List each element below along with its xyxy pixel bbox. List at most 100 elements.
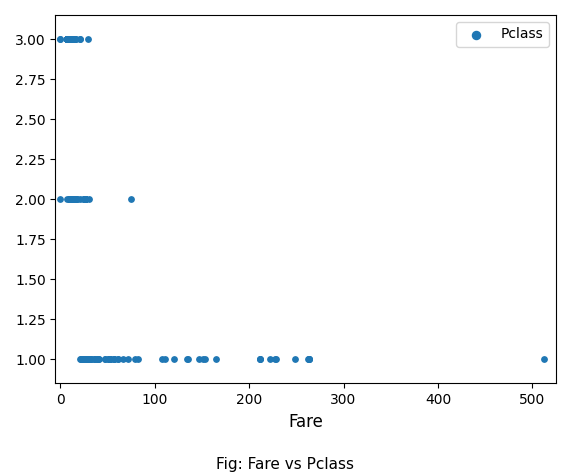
Pclass — [63, 35, 72, 43]
Pclass — [65, 35, 74, 43]
Pclass — [80, 356, 89, 363]
Pclass — [85, 356, 94, 363]
Pclass — [85, 356, 94, 363]
Pclass — [63, 35, 73, 43]
Pclass — [81, 356, 90, 363]
Pclass — [63, 35, 72, 43]
Pclass — [80, 195, 89, 203]
Pclass — [80, 195, 89, 203]
Pclass — [109, 356, 118, 363]
Pclass — [63, 35, 73, 43]
Pclass — [66, 195, 75, 203]
Pclass — [104, 356, 114, 363]
Pclass — [62, 35, 71, 43]
Pclass — [291, 356, 300, 363]
Pclass — [84, 356, 93, 363]
Pclass — [81, 356, 90, 363]
Pclass — [63, 35, 72, 43]
Pclass — [65, 35, 74, 43]
Pclass — [81, 356, 90, 363]
Pclass — [81, 356, 90, 363]
Pclass — [104, 356, 114, 363]
Pclass — [104, 356, 114, 363]
Pclass — [63, 35, 72, 43]
Pclass — [63, 35, 72, 43]
Pclass — [85, 356, 94, 363]
Pclass — [66, 195, 75, 203]
Pclass — [80, 195, 89, 203]
Pclass — [66, 195, 75, 203]
Pclass — [106, 356, 115, 363]
Pclass — [77, 356, 86, 363]
Pclass — [80, 195, 89, 203]
Pclass — [63, 35, 72, 43]
Pclass — [63, 35, 72, 43]
Pclass — [63, 35, 72, 43]
Pclass — [81, 356, 90, 363]
Pclass — [68, 195, 77, 203]
Pclass — [63, 35, 72, 43]
Pclass — [63, 35, 72, 43]
Pclass — [62, 35, 71, 43]
Pclass — [84, 356, 93, 363]
Pclass — [63, 35, 72, 43]
Pclass — [73, 195, 82, 203]
Pclass — [66, 195, 75, 203]
Pclass — [66, 195, 75, 203]
Pclass — [81, 356, 90, 363]
Pclass — [127, 195, 136, 203]
Pclass — [84, 356, 93, 363]
Pclass — [114, 356, 123, 363]
Pclass — [63, 35, 72, 43]
Pclass — [65, 35, 74, 43]
Pclass — [81, 356, 90, 363]
Pclass — [133, 356, 142, 363]
Pclass — [81, 356, 90, 363]
Pclass — [66, 195, 75, 203]
Pclass — [67, 195, 76, 203]
Pclass — [81, 356, 90, 363]
Pclass — [75, 195, 85, 203]
Pclass — [81, 356, 90, 363]
Pclass — [85, 356, 94, 363]
Pclass — [63, 35, 72, 43]
Pclass — [81, 356, 90, 363]
Pclass — [63, 35, 72, 43]
Pclass — [304, 356, 313, 363]
Pclass — [78, 195, 87, 203]
Pclass — [63, 35, 72, 43]
Pclass — [81, 356, 90, 363]
Pclass — [68, 195, 77, 203]
Pclass — [63, 35, 72, 43]
Pclass — [65, 35, 74, 43]
Pclass — [81, 356, 90, 363]
Pclass — [63, 35, 73, 43]
Pclass — [63, 35, 72, 43]
Pclass — [66, 195, 75, 203]
Pclass — [81, 356, 90, 363]
Pclass — [63, 35, 72, 43]
Pclass — [68, 195, 77, 203]
Pclass — [81, 356, 90, 363]
Pclass — [84, 356, 93, 363]
Pclass — [63, 35, 73, 43]
Pclass — [66, 195, 75, 203]
Pclass — [81, 356, 90, 363]
Pclass — [93, 356, 102, 363]
Pclass — [85, 356, 94, 363]
Pclass — [66, 195, 75, 203]
Pclass — [81, 356, 90, 363]
Pclass — [84, 195, 93, 203]
Pclass — [63, 35, 73, 43]
Pclass — [63, 35, 72, 43]
Pclass — [80, 195, 89, 203]
Pclass — [62, 35, 71, 43]
Pclass — [63, 35, 72, 43]
Pclass — [63, 35, 72, 43]
Pclass — [63, 35, 72, 43]
Pclass — [63, 195, 72, 203]
Pclass — [63, 35, 72, 43]
Pclass — [70, 35, 79, 43]
Pclass — [68, 195, 77, 203]
Pclass — [68, 195, 77, 203]
